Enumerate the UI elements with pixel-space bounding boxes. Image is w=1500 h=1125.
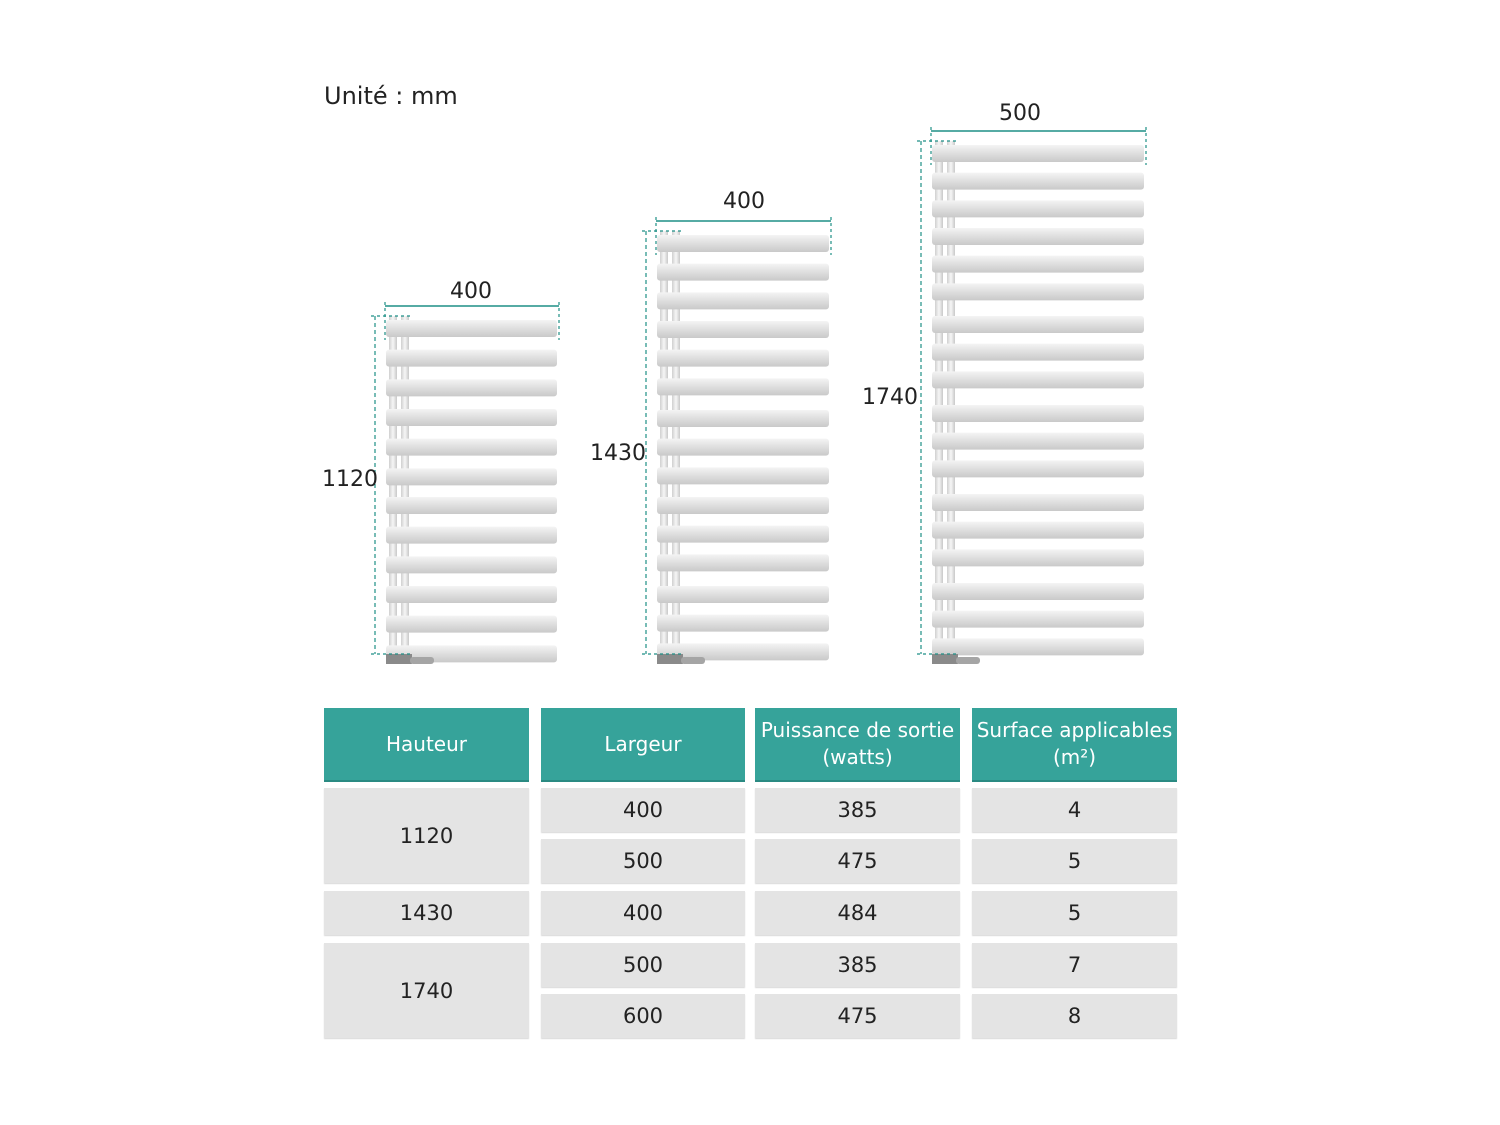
towel-bar	[386, 438, 557, 456]
largeur-cell: 400	[541, 891, 745, 935]
towel-bar	[932, 255, 1144, 273]
towel-bar	[657, 525, 829, 543]
towel-bar	[932, 549, 1144, 567]
width-label-1: 400	[450, 279, 492, 304]
towel-bar	[932, 432, 1144, 450]
largeur-cell: 600	[541, 994, 745, 1038]
rail	[401, 316, 409, 656]
header-text: Surface applicables	[976, 718, 1173, 742]
towel-bar	[657, 410, 829, 427]
towel-bar	[657, 438, 829, 456]
hauteur-cell: 1430	[324, 891, 529, 935]
towel-bar	[386, 320, 557, 337]
unit-label: Unité : mm	[324, 82, 458, 110]
towel-bar	[657, 263, 829, 281]
hauteur-cell: 1120	[324, 788, 529, 883]
towel-bar	[386, 497, 557, 514]
header-largeur: Largeur	[541, 708, 745, 782]
towel-bar	[386, 526, 557, 544]
towel-bar	[932, 460, 1144, 478]
towel-bar	[932, 371, 1144, 389]
surface-cell: 4	[972, 788, 1177, 832]
largeur-cell: 500	[541, 943, 745, 987]
towel-bar	[386, 409, 557, 426]
puissance-cell: 385	[755, 788, 960, 832]
width-label-2: 400	[723, 189, 765, 214]
towel-bar	[657, 554, 829, 572]
puissance-cell: 475	[755, 994, 960, 1038]
towel-bar	[386, 615, 557, 633]
surface-cell: 5	[972, 891, 1177, 935]
header-text: Hauteur	[385, 731, 467, 756]
towel-bar	[932, 172, 1144, 190]
towel-bar	[932, 283, 1144, 301]
towel-bar	[657, 292, 829, 310]
towel-bar	[657, 378, 829, 396]
puissance-cell: 385	[755, 943, 960, 987]
valve-icon	[932, 654, 958, 664]
towel-bar	[657, 321, 829, 338]
surface-cell: 7	[972, 943, 1177, 987]
towel-bar	[932, 610, 1144, 628]
valve-icon	[681, 657, 705, 664]
towel-bar	[657, 349, 829, 367]
towel-bar	[932, 316, 1144, 333]
header-text: (m²)	[1052, 745, 1097, 769]
towel-bar	[657, 586, 829, 603]
largeur-cell: 400	[541, 788, 745, 832]
header-hauteur: Hauteur	[324, 708, 529, 782]
header-text: Largeur	[604, 731, 682, 756]
towel-bar	[932, 228, 1144, 245]
towel-bar	[932, 200, 1144, 218]
towel-bar	[386, 349, 557, 367]
puissance-cell: 475	[755, 839, 960, 883]
valve-icon	[956, 657, 980, 664]
towel-bar	[932, 343, 1144, 361]
towel-bar	[932, 583, 1144, 600]
valve-icon	[410, 657, 434, 664]
header-text: (watts)	[822, 745, 893, 769]
valve-icon	[386, 654, 412, 664]
header-surface: Surface applicables (m²)	[972, 708, 1177, 782]
towel-bar	[932, 494, 1144, 511]
height-label-3: 1740	[862, 385, 918, 410]
towel-bar	[932, 145, 1144, 162]
towel-bar	[657, 497, 829, 514]
towel-bar	[657, 643, 829, 661]
puissance-cell: 484	[755, 891, 960, 935]
towel-bar	[932, 638, 1144, 656]
hauteur-cell: 1740	[324, 943, 529, 1038]
width-label-3: 500	[999, 101, 1041, 126]
largeur-cell: 500	[541, 839, 745, 883]
towel-bar	[386, 379, 557, 397]
surface-cell: 5	[972, 839, 1177, 883]
towel-bar	[657, 614, 829, 632]
surface-cell: 8	[972, 994, 1177, 1038]
towel-bar	[657, 235, 829, 252]
towel-bar	[386, 586, 557, 603]
height-label-2: 1430	[590, 441, 646, 466]
height-label-1: 1120	[322, 467, 378, 492]
valve-icon	[657, 654, 683, 664]
header-puissance: Puissance de sortie (watts)	[755, 708, 960, 782]
rail	[947, 141, 955, 656]
towel-bar	[932, 521, 1144, 539]
towel-bar	[386, 468, 557, 486]
rail	[389, 316, 397, 656]
radiator-drawings	[371, 127, 1147, 664]
towel-bar	[932, 405, 1144, 422]
header-text: Puissance de sortie	[760, 718, 955, 742]
towel-bar	[657, 467, 829, 485]
towel-bar	[386, 556, 557, 574]
rail	[935, 141, 943, 656]
